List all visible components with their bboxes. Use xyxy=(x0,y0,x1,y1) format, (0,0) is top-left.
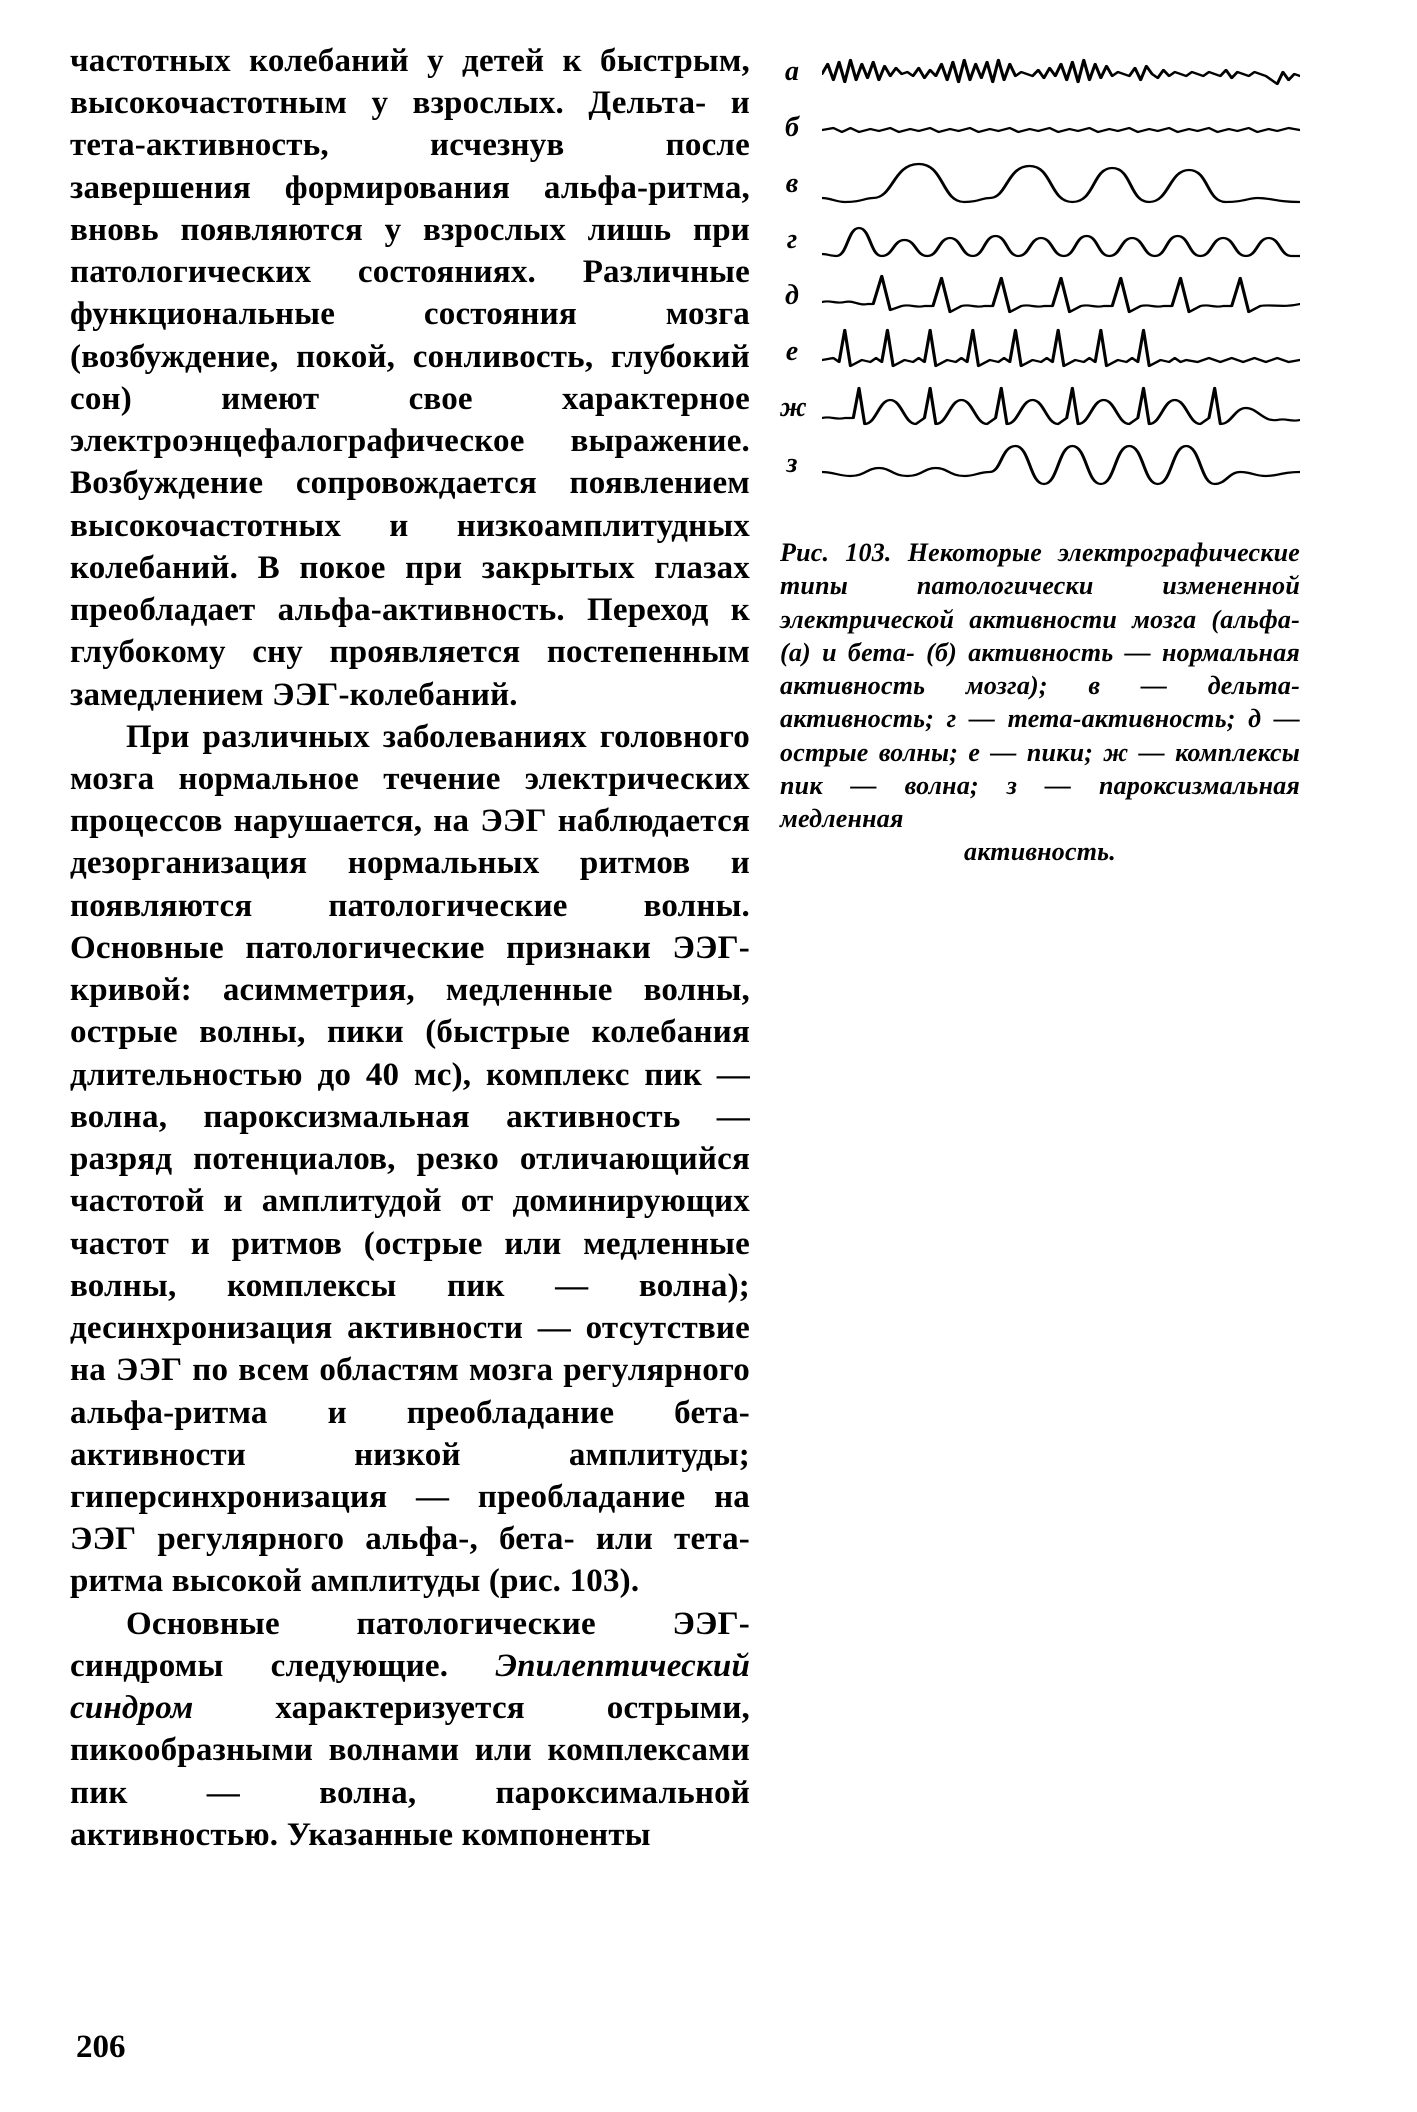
wave-row-alpha-activity: а xyxy=(780,44,1300,100)
wave-label: а xyxy=(780,56,804,88)
eeg-wave-icon xyxy=(822,102,1300,154)
wave-label: г xyxy=(780,224,804,256)
eeg-wave-icon xyxy=(822,326,1300,378)
wave-row-delta-activity: в xyxy=(780,156,1300,212)
caption-body: Некоторые электрографические типы патоло… xyxy=(780,538,1300,833)
eeg-wave-icon xyxy=(822,214,1300,266)
wave-label: е xyxy=(780,336,804,368)
paragraph-3: Основные патологические ЭЭГ-синдромы сле… xyxy=(70,1603,750,1856)
wave-row-theta-activity: г xyxy=(780,212,1300,268)
eeg-wave-icon xyxy=(822,382,1300,434)
wave-label: д xyxy=(780,280,804,312)
wave-label: б xyxy=(780,112,804,144)
wave-row-sharp-waves: д xyxy=(780,268,1300,324)
wave-row-spikes: е xyxy=(780,324,1300,380)
eeg-wave-icon xyxy=(822,270,1300,322)
text-column: частотных колебаний у детей к быстрым, в… xyxy=(70,40,750,1856)
wave-label: з xyxy=(780,448,804,480)
paragraph-2: При различных заболеваниях головного моз… xyxy=(70,716,750,1603)
page-number: 206 xyxy=(76,2029,126,2066)
figure-caption: Рис. 103. Некоторые электрографические т… xyxy=(780,518,1300,869)
eeg-wave-icon xyxy=(822,46,1300,98)
wave-row-paroxysmal-slow-activity: з xyxy=(780,436,1300,492)
caption-last-line: активность. xyxy=(780,835,1300,868)
wave-row-beta-activity: б xyxy=(780,100,1300,156)
eeg-wave-icon xyxy=(822,158,1300,210)
paragraph-1: частотных колебаний у детей к быстрым, в… xyxy=(70,40,750,716)
wave-row-spike-wave-complexes: ж xyxy=(780,380,1300,436)
eeg-wave-figure: абвгдежз xyxy=(780,44,1300,492)
eeg-wave-icon xyxy=(822,438,1300,490)
wave-label: ж xyxy=(780,392,804,424)
page: частотных колебаний у детей к быстрым, в… xyxy=(0,0,1417,2112)
caption-prefix: Рис. 103. xyxy=(780,538,908,567)
figure-column: абвгдежз Рис. 103. Некоторые электрограф… xyxy=(780,40,1300,1856)
wave-label: в xyxy=(780,168,804,200)
content-row: частотных колебаний у детей к быстрым, в… xyxy=(70,40,1347,1856)
